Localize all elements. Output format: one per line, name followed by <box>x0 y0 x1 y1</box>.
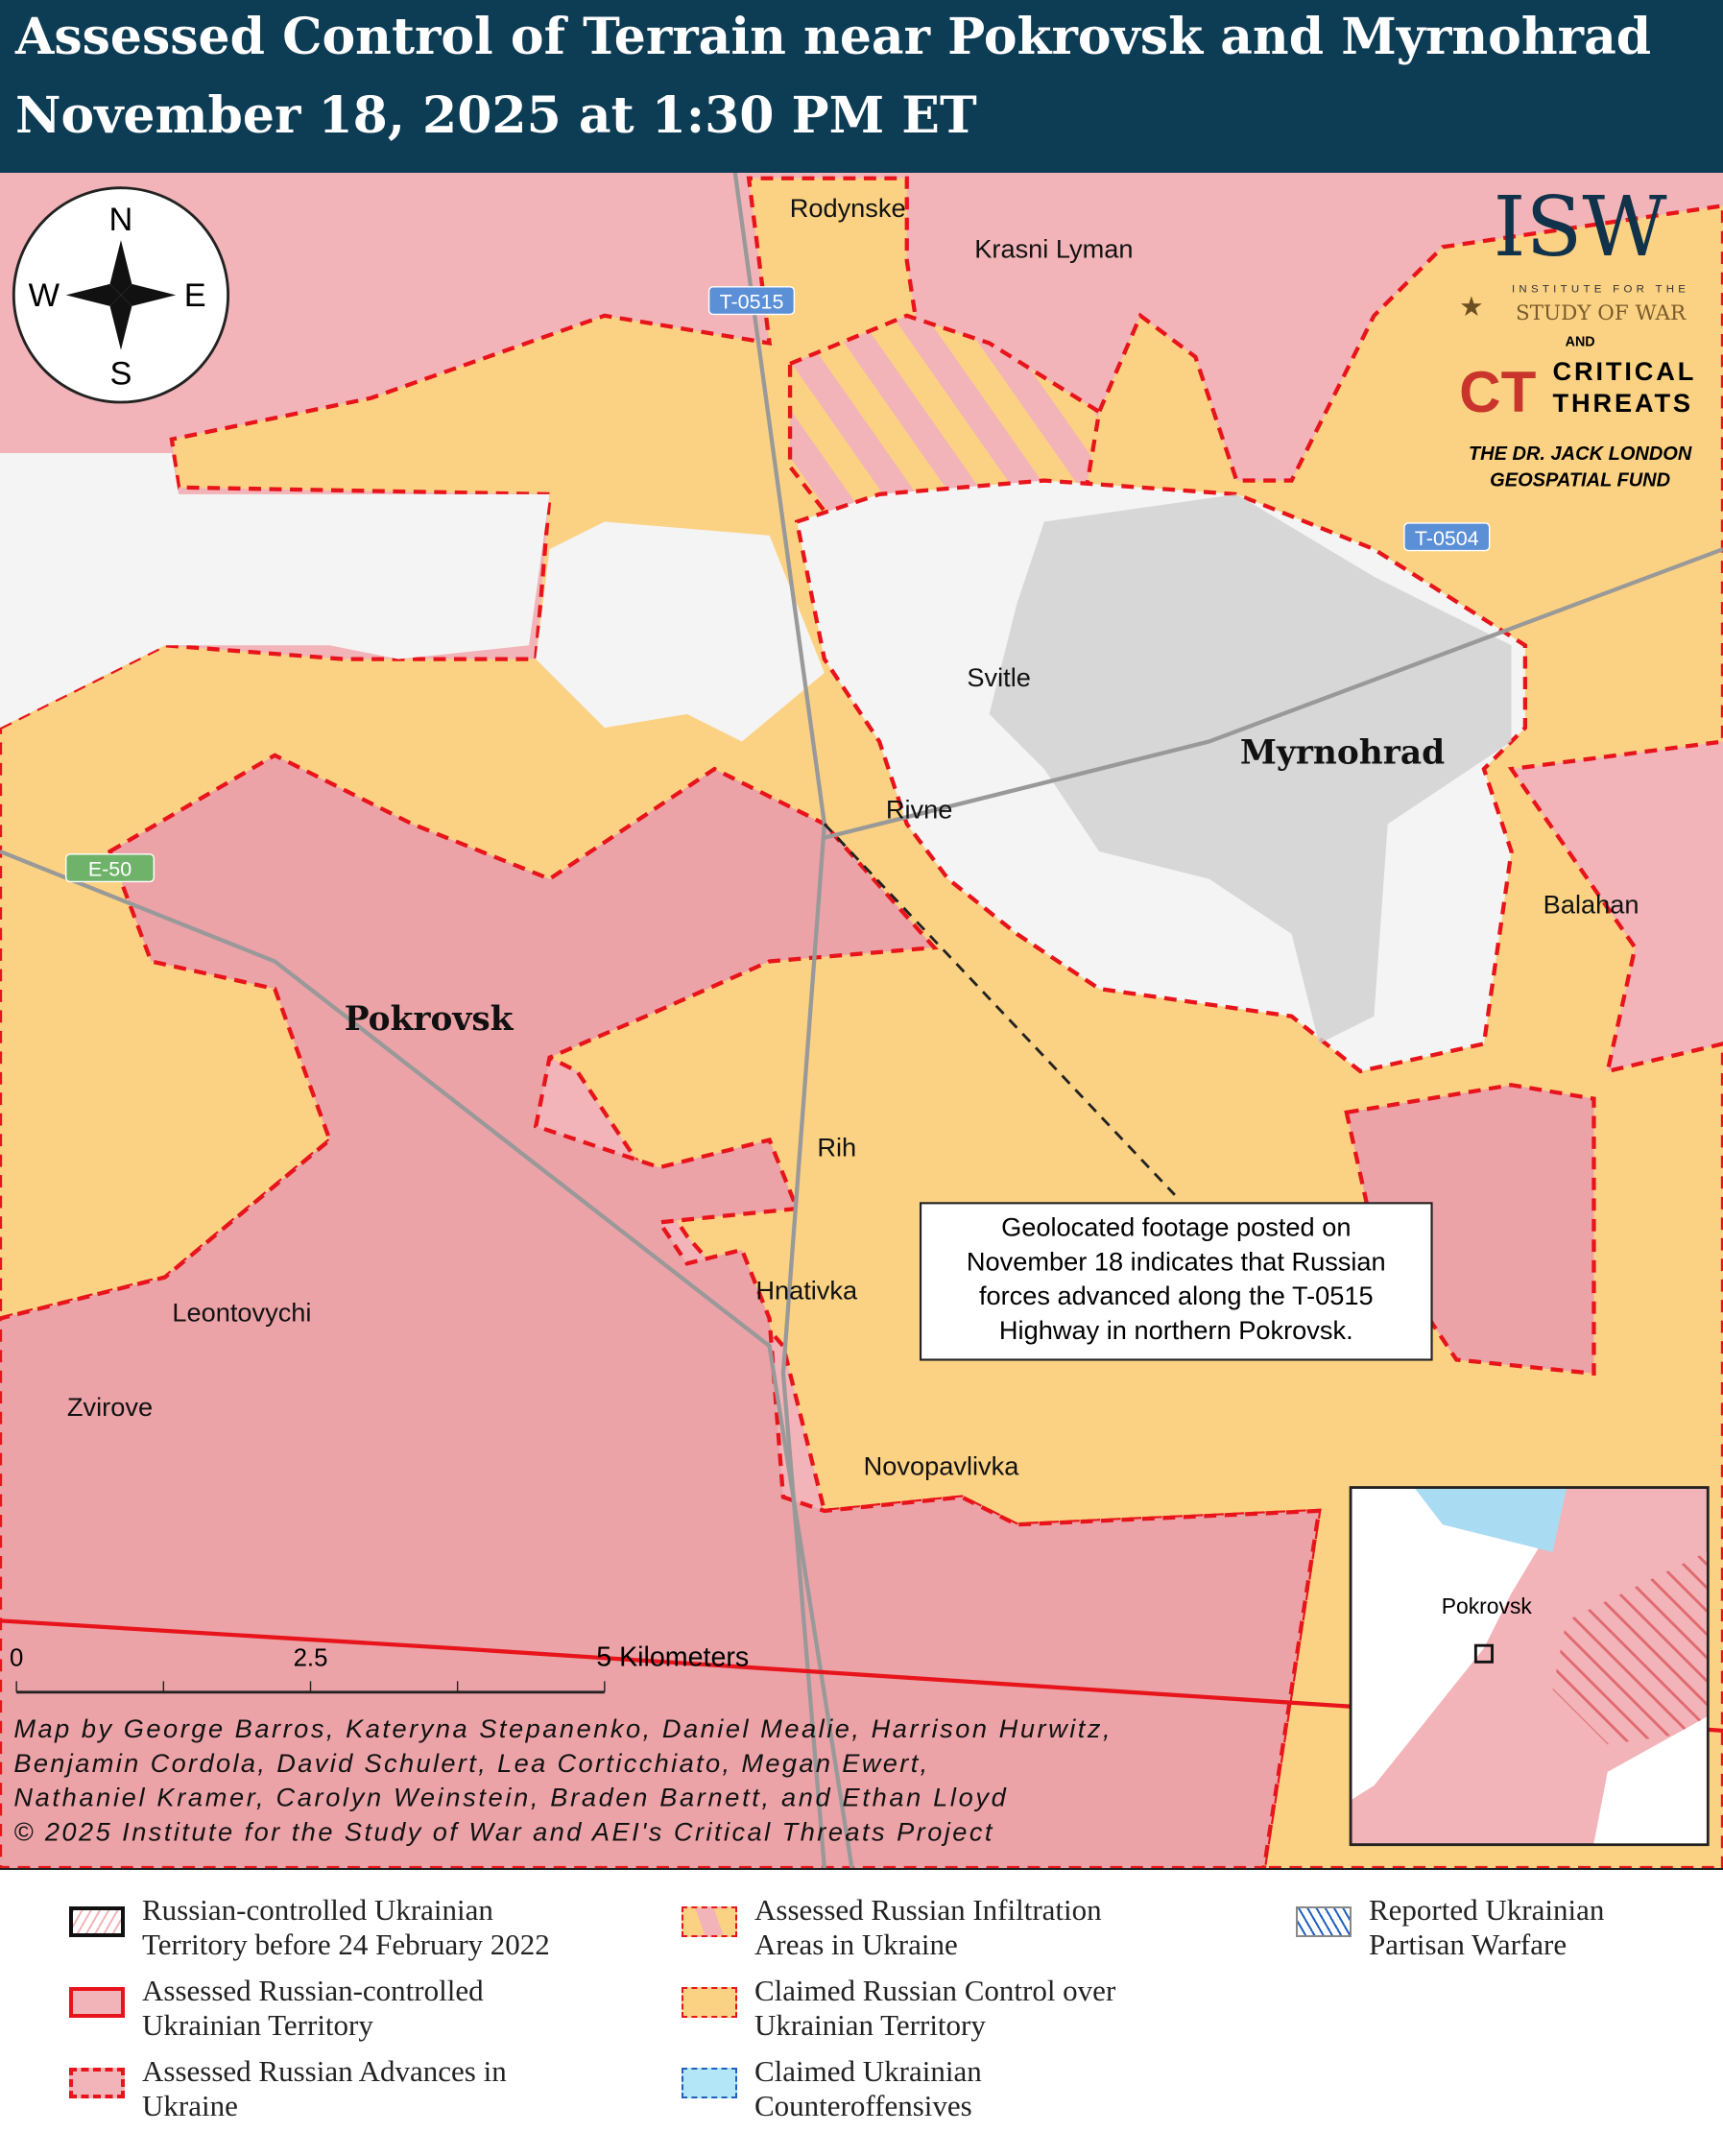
callout-line: November 18 indicates that Russian <box>967 1246 1386 1276</box>
swatch-partisan <box>1296 1906 1352 1937</box>
map-date: November 18, 2025 at 1:30 PM ET <box>15 86 977 145</box>
ct-line2: THREATS <box>1553 388 1693 418</box>
label-rodynske: Rodynske <box>790 193 906 223</box>
logo-block: ISW INSTITUTE FOR THE STUDY OF WAR ★ AND… <box>1459 180 1697 491</box>
scale-tick-0: 0 <box>10 1645 23 1672</box>
legend-label: Territory before 24 February 2022 <box>142 1928 550 1961</box>
legend-item-claimed-russian: Claimed Russian Control over Ukrainian Te… <box>682 1974 1115 2043</box>
road-badges: T-0515 T-0504 E-50 <box>64 286 1491 883</box>
terrain-map[interactable]: N S E W Rodynske Krasni Lyman Svitle Myr… <box>0 173 1723 1868</box>
label-myrnohrad: Myrnohrad <box>1240 733 1445 772</box>
swatch-pre2022 <box>69 1906 125 1937</box>
swatch-advances <box>69 2068 125 2098</box>
t0504-highway <box>824 547 1723 840</box>
credit-line: © 2025 Institute for the Study of War an… <box>13 1816 993 1846</box>
t0515-highway <box>732 173 827 1868</box>
label-balahan: Balahan <box>1544 889 1639 919</box>
legend-label: Areas in Ukraine <box>754 1928 958 1961</box>
callout-line: Geolocated footage posted on <box>1001 1212 1351 1242</box>
legend-label: Claimed Russian Control over <box>754 1974 1116 2007</box>
label-hnativka: Hnativka <box>755 1276 858 1306</box>
inset-label-pokrovsk: Pokrovsk <box>1442 1593 1533 1618</box>
legend-item-partisan: Reported Ukrainian Partisan Warfare <box>1296 1893 1604 1962</box>
scale-tick-end: 5 Kilometers <box>596 1642 749 1673</box>
credit-line: Map by George Barros, Kateryna Stepanenk… <box>13 1713 1110 1743</box>
myrnohrad-urban-area <box>989 493 1512 1044</box>
legend-label: Ukrainian Territory <box>142 2008 373 2042</box>
inset-map: Pokrovsk <box>1349 1486 1710 1847</box>
star-icon: ★ <box>1459 292 1484 323</box>
compass: N S E W <box>12 186 230 404</box>
compass-south: S <box>110 355 132 392</box>
credit-line: Benjamin Cordola, David Schulert, Lea Co… <box>13 1748 927 1778</box>
callout-line: forces advanced along the T-0515 <box>979 1281 1374 1310</box>
label-krasni-lyman: Krasni Lyman <box>974 234 1133 264</box>
logo-and: AND <box>1566 334 1595 349</box>
map-header: Assessed Control of Terrain near Pokrovs… <box>0 0 1723 173</box>
legend-label: Counteroffensives <box>754 2089 972 2122</box>
label-leontovychi: Leontovychi <box>172 1297 311 1327</box>
legend-label: Russian-controlled Ukrainian <box>142 1893 493 1927</box>
legend-label: Assessed Russian Advances in <box>142 2054 507 2088</box>
swatch-russian-controlled <box>69 1987 125 2018</box>
callout-leader <box>823 823 1176 1196</box>
roads <box>0 173 1723 1868</box>
legend-item-advances: Assessed Russian Advances in Ukraine <box>69 2054 507 2123</box>
callout-line: Highway in northern Pokrovsk. <box>999 1315 1353 1345</box>
fund-line1: THE DR. JACK LONDON <box>1469 443 1692 465</box>
legend: Russian-controlled Ukrainian Territory be… <box>0 1868 1723 2156</box>
compass-north: N <box>109 202 133 238</box>
isw-logo: ISW <box>1494 180 1667 275</box>
legend-item-pre2022: Russian-controlled Ukrainian Territory be… <box>69 1893 550 1962</box>
legend-label: Reported Ukrainian <box>1369 1893 1605 1927</box>
scale-bar: 0 2.5 5 Kilometers <box>10 1642 749 1694</box>
swatch-claimed-russian <box>682 1987 737 2018</box>
ct-line1: CRITICAL <box>1553 356 1697 386</box>
credit-line: Nathaniel Kramer, Carolyn Weinstein, Bra… <box>13 1783 1006 1812</box>
label-novopavlivka: Novopavlivka <box>864 1451 1020 1481</box>
legend-label: Claimed Ukrainian <box>754 2054 982 2088</box>
fund-line2: GEOSPATIAL FUND <box>1490 469 1670 491</box>
compass-west: W <box>29 277 60 314</box>
callout-box: Geolocated footage posted on November 18… <box>919 1202 1433 1361</box>
infiltration-area <box>787 313 1102 531</box>
e50-highway <box>0 849 854 1868</box>
label-pokrovsk: Pokrovsk <box>345 1000 515 1039</box>
isw-line1: INSTITUTE FOR THE <box>1512 284 1689 296</box>
legend-label: Ukrainian Territory <box>754 2008 986 2042</box>
swatch-infiltration <box>682 1906 737 1937</box>
label-zvirove: Zvirove <box>67 1392 153 1422</box>
compass-east: E <box>184 277 206 314</box>
place-labels: Rodynske Krasni Lyman Svitle Myrnohrad R… <box>67 193 1639 1481</box>
label-svitle: Svitle <box>967 662 1030 692</box>
label-rivne: Rivne <box>886 795 953 825</box>
isw-line2: STUDY OF WAR <box>1516 301 1687 325</box>
pre-2022-line <box>0 1618 1723 1734</box>
legend-item-claimed-ukrainian: Claimed Ukrainian Counteroffensives <box>682 2054 982 2123</box>
swatch-claimed-ukrainian <box>682 2068 737 2098</box>
legend-label: Assessed Russian-controlled <box>142 1974 484 2007</box>
badge-t0504: T-0504 <box>1415 527 1479 550</box>
badge-e50: E-50 <box>88 858 132 881</box>
ukrainian-area-west <box>0 452 550 729</box>
legend-label: Assessed Russian Infiltration <box>754 1893 1102 1927</box>
badge-t0515: T-0515 <box>720 291 784 314</box>
scale-tick-mid: 2.5 <box>294 1645 328 1672</box>
legend-label: Partisan Warfare <box>1369 1928 1567 1961</box>
ct-logo: CT <box>1459 360 1536 424</box>
legend-item-russian-controlled: Assessed Russian-controlled Ukrainian Ter… <box>69 1974 484 2043</box>
label-rih: Rih <box>817 1133 856 1162</box>
legend-item-infiltration: Assessed Russian Infiltration Areas in Uk… <box>682 1893 1102 1962</box>
legend-label: Ukraine <box>142 2089 238 2122</box>
ukrainian-area-center <box>536 521 825 742</box>
map-title: Assessed Control of Terrain near Pokrovs… <box>15 8 1652 66</box>
